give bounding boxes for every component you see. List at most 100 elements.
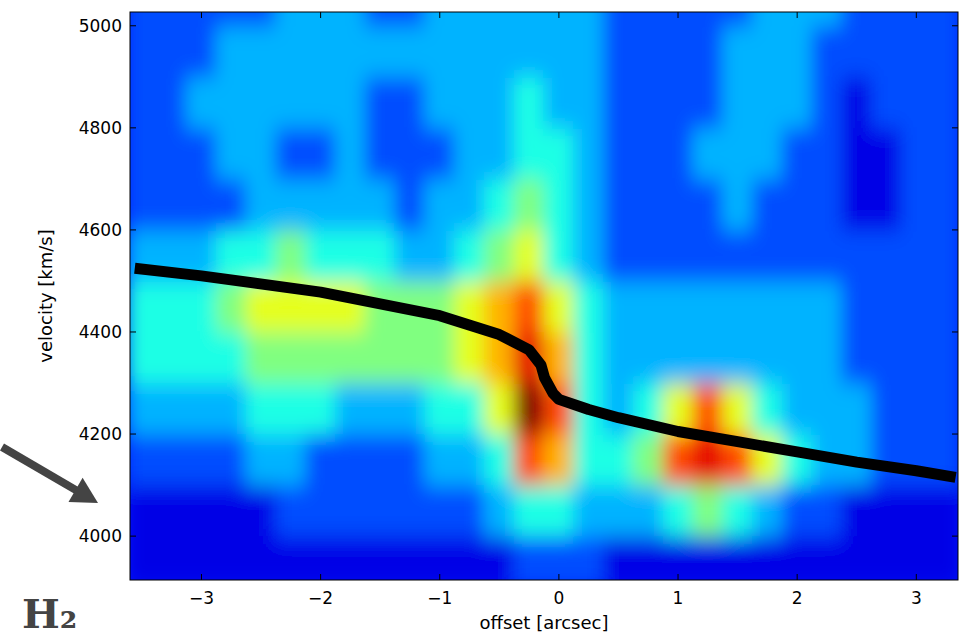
- cell: [395, 178, 426, 230]
- cell: [812, 25, 843, 77]
- cell: [663, 280, 694, 332]
- cell: [454, 76, 485, 128]
- plot-background: [130, 12, 958, 580]
- cell: [722, 127, 753, 179]
- cell: [216, 178, 247, 230]
- cell: [603, 12, 634, 26]
- cell: [156, 331, 187, 383]
- cell: [782, 178, 813, 230]
- cell: [335, 76, 366, 128]
- cell: [752, 127, 783, 179]
- cell: [335, 383, 366, 435]
- cell: [335, 485, 366, 537]
- cell: [871, 331, 902, 383]
- cell: [931, 536, 958, 580]
- cell: [812, 12, 843, 26]
- cell: [692, 383, 723, 435]
- cell: [633, 127, 664, 179]
- cells-clip: [130, 12, 958, 580]
- cell: [424, 229, 455, 281]
- y-tick: [952, 536, 958, 537]
- cell: [871, 76, 902, 128]
- cell: [395, 25, 426, 77]
- x-tick: [558, 574, 559, 580]
- cell: [365, 12, 396, 26]
- cell: [365, 76, 396, 128]
- cell: [901, 178, 932, 230]
- x-tick: [439, 574, 440, 580]
- cell: [812, 76, 843, 128]
- cell: [130, 178, 157, 230]
- cell: [424, 331, 455, 383]
- cell: [871, 229, 902, 281]
- cell: [841, 536, 872, 580]
- cell: [782, 280, 813, 332]
- cell: [901, 229, 932, 281]
- cell: [216, 12, 247, 26]
- cell: [633, 485, 664, 537]
- y-tick-label: 4200: [79, 424, 122, 444]
- cell: [424, 434, 455, 486]
- cell: [275, 178, 306, 230]
- cell: [871, 485, 902, 537]
- cell: [514, 229, 545, 281]
- cell: [841, 485, 872, 537]
- cell: [424, 127, 455, 179]
- cell: [871, 127, 902, 179]
- x-tick-label: 0: [553, 588, 564, 608]
- cell: [752, 280, 783, 332]
- cell: [663, 536, 694, 580]
- cell: [841, 12, 872, 26]
- y-tick: [130, 536, 136, 537]
- cell: [871, 25, 902, 77]
- cell: [871, 178, 902, 230]
- cell: [931, 280, 958, 332]
- cell: [395, 485, 426, 537]
- x-tick: [558, 12, 559, 18]
- chart: −3−2−10123400042004400460048005000offset…: [0, 0, 970, 638]
- cell: [130, 383, 157, 435]
- x-tick: [439, 12, 440, 18]
- cell: [573, 127, 604, 179]
- cell: [216, 280, 247, 332]
- cell: [484, 536, 515, 580]
- cell: [931, 25, 958, 77]
- cell: [722, 536, 753, 580]
- cell: [395, 536, 426, 580]
- cell: [395, 434, 426, 486]
- cell: [216, 485, 247, 537]
- cell: [663, 229, 694, 281]
- cell: [335, 331, 366, 383]
- cell: [931, 331, 958, 383]
- cell: [722, 485, 753, 537]
- cell: [484, 229, 515, 281]
- cell: [335, 127, 366, 179]
- cell: [544, 25, 575, 77]
- cell: [246, 12, 277, 26]
- cell: [246, 485, 277, 537]
- cell: [484, 76, 515, 128]
- curve-clip: [135, 268, 956, 477]
- cell: [454, 485, 485, 537]
- cell: [841, 178, 872, 230]
- cell: [871, 12, 902, 26]
- cell: [424, 76, 455, 128]
- cell: [871, 536, 902, 580]
- cell: [633, 229, 664, 281]
- cell: [130, 536, 157, 580]
- cell: [782, 229, 813, 281]
- cell: [871, 383, 902, 435]
- cell: [275, 383, 306, 435]
- cell: [514, 25, 545, 77]
- cell: [484, 25, 515, 77]
- cell: [573, 76, 604, 128]
- cell: [305, 331, 336, 383]
- cell: [603, 536, 634, 580]
- cell: [484, 127, 515, 179]
- cell: [365, 383, 396, 435]
- cell: [782, 383, 813, 435]
- cell: [812, 383, 843, 435]
- cell: [841, 127, 872, 179]
- x-tick-label: 1: [673, 588, 684, 608]
- cell: [841, 25, 872, 77]
